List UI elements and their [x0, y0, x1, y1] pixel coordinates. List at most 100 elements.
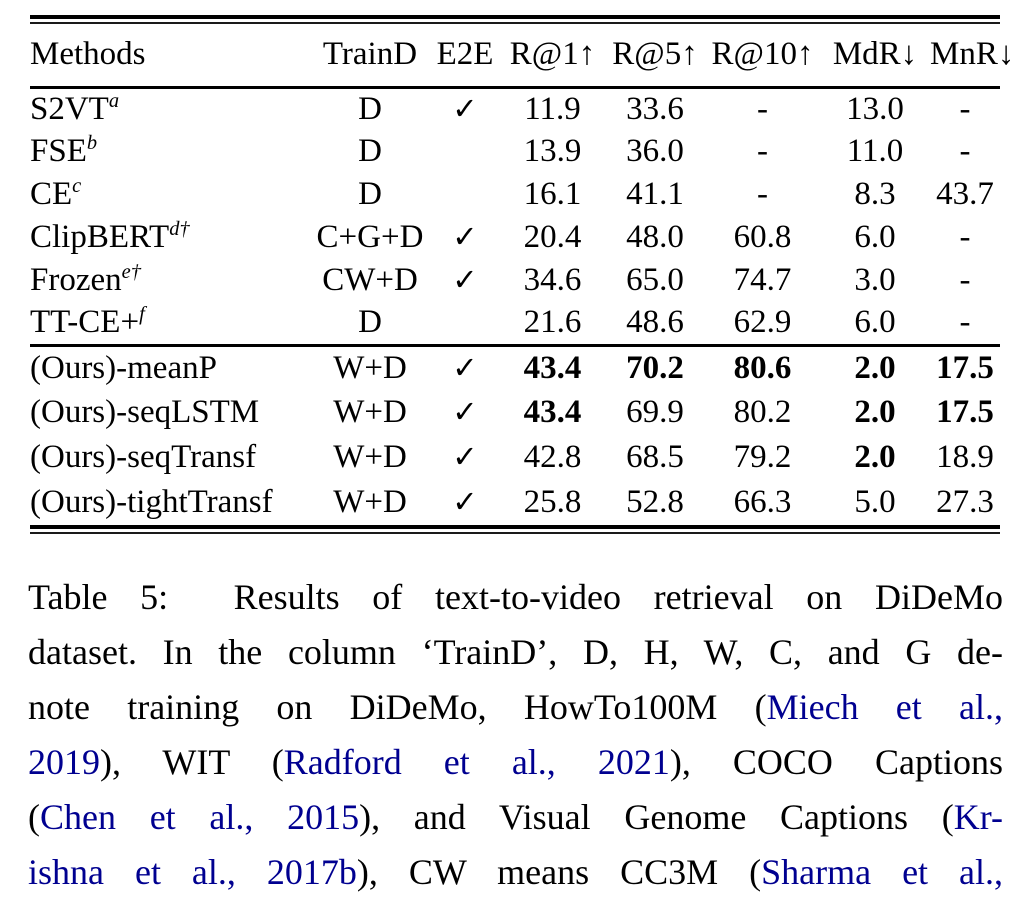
col-header-e2e: E2E [430, 24, 500, 89]
metric-value: 3.0 [854, 262, 896, 298]
metric-value: 80.6 [705, 343, 820, 390]
metric-value: - [959, 90, 971, 127]
method-superscript: b [86, 132, 98, 154]
results-table: Methods TrainD E2E R@1↑ R@5↑ R@10↑ MdR↓ MnR↓ S2… [30, 24, 1014, 525]
caption-line: 2019), WIT (Radford et al., 2021), COCO … [28, 735, 1003, 790]
citation-link[interactable]: Sharma et al., [761, 852, 1004, 892]
metric-value: 65.0 [626, 262, 684, 298]
e2e-cell [430, 173, 500, 216]
metric-value: 13.9 [523, 133, 582, 169]
method-superscript: e† [121, 261, 141, 283]
results-table-block: Methods TrainD E2E R@1↑ R@5↑ R@10↑ MdR↓ MnR↓ S2… [30, 15, 1014, 534]
metric-value: 42.8 [523, 439, 582, 475]
method-superscript: f [139, 303, 145, 326]
citation-link[interactable]: Kr- [953, 797, 1004, 837]
metric-value: - [757, 90, 768, 127]
citation-link[interactable]: ishna et al., 2017b [28, 852, 357, 892]
metric-value: 69.9 [626, 394, 684, 430]
method-superscript: a [108, 89, 120, 112]
table-top-rule [30, 15, 1000, 24]
traind-value: CW+D [322, 262, 418, 298]
checkmark-icon: ✓ [452, 220, 478, 255]
traind-value: W+D [333, 484, 407, 520]
caption-line: ishna et al., 2017b), CW means CC3M (Sha… [28, 845, 1003, 900]
metric-value: 8.3 [854, 176, 896, 212]
table-row: FSEb D 13.9 36.0 - 11.0 - [30, 130, 1000, 173]
metric-value: 21.6 [523, 304, 582, 341]
citation-link[interactable]: Chen et al., 2015 [40, 797, 360, 837]
caption-text: ), and Visual Genome Captions ( [359, 797, 954, 837]
metric-value: 16.1 [523, 176, 582, 212]
citation-link[interactable]: Miech et al., [766, 687, 1003, 727]
col-header-mnr: MnR↓ [930, 24, 1014, 89]
metric-value: 60.8 [733, 219, 792, 255]
table-row: (Ours)-seqTransf W+D ✓ 42.8 68.5 79.2 2.0 18.9 [30, 435, 1000, 480]
col-header-r5: R@5↑ [605, 24, 705, 89]
method-superscript: d† [169, 218, 190, 240]
caption-text: ( [28, 797, 40, 837]
metric-value: 17.5 [936, 394, 994, 430]
e2e-cell: ✓ [430, 435, 500, 480]
traind-value: D [358, 176, 382, 212]
table-row: ClipBERTd† C+G+D ✓ 20.4 48.0 60.8 6.0- [30, 216, 1000, 259]
e2e-cell: ✓ [430, 343, 500, 390]
metric-value: 5.0 [854, 484, 896, 520]
caption-line: (Chen et al., 2015), and Visual Genome C… [28, 790, 1003, 845]
metric-value: 79.2 [733, 439, 792, 475]
traind-value: W+D [310, 343, 430, 390]
metric-value: 17.5 [930, 343, 1000, 390]
baseline-methods-section: S2VTa D ✓ 11.9 33.6 - 13.0 - FSEb D 13.9 36.0 - 11.0 -… [30, 87, 1000, 345]
col-header-traind: TrainD [310, 24, 430, 89]
metric-value: - [959, 304, 971, 341]
metric-value: 34.6 [523, 262, 582, 298]
citation-link[interactable]: 2019 [28, 742, 100, 782]
metric-value: 6.0 [854, 304, 896, 341]
metric-value: 2.0 [854, 439, 896, 475]
e2e-cell [430, 302, 500, 345]
metric-value: 43.4 [500, 343, 605, 390]
table-row: CEc D 16.1 41.1 - 8.3 43.7 [30, 173, 1000, 216]
method-name: (Ours)-seqLSTM [30, 390, 310, 435]
metric-value: 66.3 [733, 484, 792, 520]
method-label: (Ours)-tightTransf [30, 484, 273, 520]
checkmark-icon: ✓ [452, 395, 478, 430]
col-header-r10: R@10↑ [705, 24, 820, 89]
method-name: FSEb [30, 130, 310, 173]
table-row: (Ours)-seqLSTM W+D ✓ 43.4 69.9 80.2 2.0 17.5 [30, 390, 1000, 435]
col-header-r1: R@1↑ [500, 24, 605, 89]
table-bottom-rule [30, 525, 1000, 534]
traind-value: D [358, 133, 382, 169]
caption-line: Table 5: Results of text-to-video retrie… [28, 570, 1003, 625]
metric-value: 27.3 [936, 484, 994, 520]
metric-value: 68.5 [626, 439, 684, 475]
method-label: (Ours)-seqLSTM [30, 394, 260, 430]
metric-value: 36.0 [626, 133, 684, 169]
e2e-cell: ✓ [430, 390, 500, 435]
citation-link[interactable]: Radford et al., 2021 [283, 742, 670, 782]
metric-value: 43.4 [523, 394, 582, 430]
method-superscript: c [72, 175, 82, 197]
method-label: S2VT [30, 90, 109, 127]
col-header-methods: Methods [30, 24, 310, 89]
table-row: Frozene† CW+D ✓ 34.6 65.0 74.7 3.0 - [30, 259, 1000, 302]
metric-value: 48.6 [626, 304, 684, 341]
caption-text: ), WIT ( [100, 742, 284, 782]
checkmark-icon: ✓ [452, 350, 478, 386]
e2e-cell [430, 130, 500, 173]
metric-value: 25.8 [523, 484, 582, 520]
caption-line: note training on DiDeMo, HowTo100M (Miec… [28, 680, 1003, 735]
method-name: Frozene† [30, 259, 310, 302]
table-header-row: Methods TrainD E2E R@1↑ R@5↑ R@10↑ MdR↓ MnR↓ [30, 24, 1014, 89]
method-name: TT-CE+f [30, 302, 310, 345]
metric-value: 2.0 [854, 394, 896, 430]
method-label: (Ours)-seqTransf [30, 439, 257, 475]
ours-methods-section: (Ours)-meanP W+D ✓ 43.4 70.2 80.6 2.0 17.5 (Ours… [30, 343, 1000, 525]
metric-value: 33.6 [626, 90, 684, 127]
col-header-mdr: MdR↓ [820, 24, 930, 89]
checkmark-icon: ✓ [452, 485, 478, 520]
metric-value: 80.2 [733, 394, 792, 430]
traind-value: W+D [333, 394, 407, 430]
method-label: ClipBERT [30, 219, 170, 255]
metric-value: 48.0 [626, 219, 684, 255]
e2e-cell: ✓ [430, 87, 500, 130]
